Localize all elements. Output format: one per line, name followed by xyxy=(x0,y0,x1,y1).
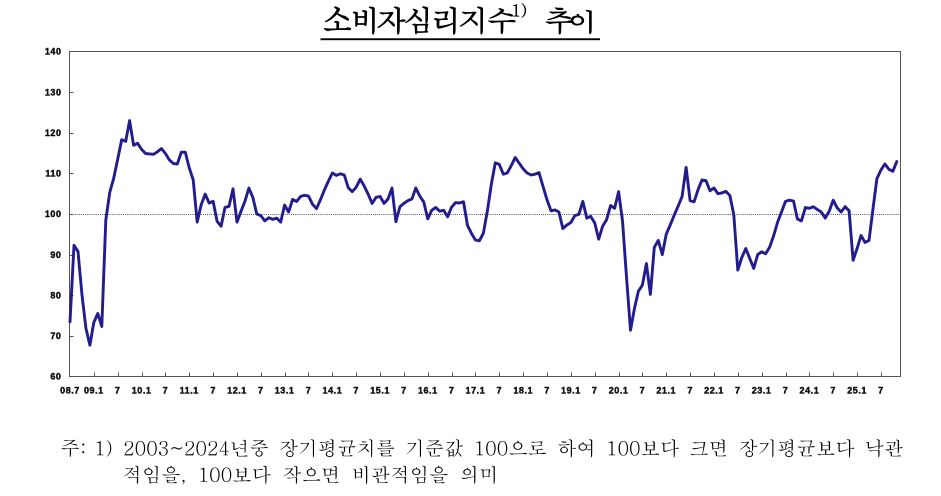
svg-text:7: 7 xyxy=(735,385,741,395)
svg-text:22.1: 22.1 xyxy=(704,385,724,395)
svg-text:14.1: 14.1 xyxy=(323,385,343,395)
svg-text:23.1: 23.1 xyxy=(752,385,772,395)
svg-text:7: 7 xyxy=(306,385,312,395)
svg-text:16.1: 16.1 xyxy=(418,385,438,395)
svg-text:15.1: 15.1 xyxy=(370,385,390,395)
svg-text:20.1: 20.1 xyxy=(609,385,629,395)
svg-text:10.1: 10.1 xyxy=(132,385,152,395)
svg-text:7: 7 xyxy=(210,385,216,395)
svg-text:19.1: 19.1 xyxy=(561,385,581,395)
svg-text:100: 100 xyxy=(45,209,62,219)
svg-text:7: 7 xyxy=(163,385,169,395)
svg-text:120: 120 xyxy=(45,128,62,138)
svg-text:7: 7 xyxy=(878,385,884,395)
svg-text:7: 7 xyxy=(687,385,693,395)
svg-text:7: 7 xyxy=(830,385,836,395)
svg-text:24.1: 24.1 xyxy=(800,385,820,395)
svg-text:08.7: 08.7 xyxy=(60,385,80,395)
svg-text:7: 7 xyxy=(592,385,598,395)
svg-text:7: 7 xyxy=(258,385,264,395)
svg-text:21.1: 21.1 xyxy=(656,385,676,395)
svg-text:13.1: 13.1 xyxy=(275,385,295,395)
svg-text:60: 60 xyxy=(50,372,61,382)
svg-text:7: 7 xyxy=(353,385,359,395)
svg-text:17.1: 17.1 xyxy=(466,385,486,395)
svg-text:7: 7 xyxy=(449,385,455,395)
svg-text:90: 90 xyxy=(50,250,61,260)
svg-text:70: 70 xyxy=(50,331,61,341)
svg-text:7: 7 xyxy=(401,385,407,395)
svg-text:7: 7 xyxy=(115,385,121,395)
svg-text:7: 7 xyxy=(783,385,789,395)
svg-text:25.1: 25.1 xyxy=(847,385,867,395)
svg-text:09.1: 09.1 xyxy=(84,385,104,395)
svg-text:7: 7 xyxy=(544,385,550,395)
svg-text:12.1: 12.1 xyxy=(227,385,247,395)
svg-text:140: 140 xyxy=(45,47,62,57)
svg-text:18.1: 18.1 xyxy=(513,385,533,395)
svg-text:7: 7 xyxy=(497,385,503,395)
svg-text:7: 7 xyxy=(640,385,646,395)
svg-text:80: 80 xyxy=(50,290,61,300)
svg-text:11.1: 11.1 xyxy=(180,385,199,395)
svg-text:110: 110 xyxy=(45,169,61,179)
svg-text:130: 130 xyxy=(45,87,62,97)
